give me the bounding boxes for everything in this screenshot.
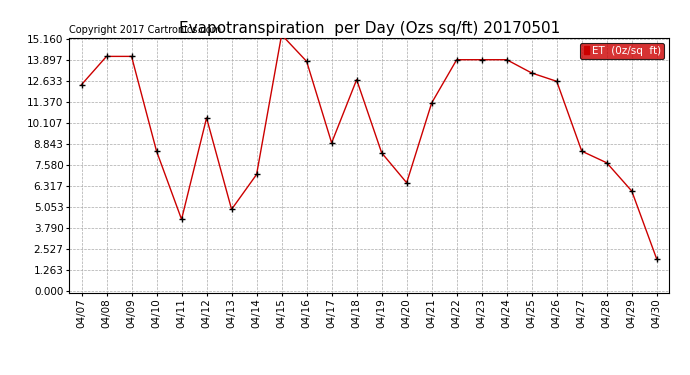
Title: Evapotranspiration  per Day (Ozs sq/ft) 20170501: Evapotranspiration per Day (Ozs sq/ft) 2… bbox=[179, 21, 560, 36]
Legend: ET  (0z/sq  ft): ET (0z/sq ft) bbox=[580, 43, 664, 59]
Text: Copyright 2017 Cartronics.com: Copyright 2017 Cartronics.com bbox=[69, 25, 221, 35]
